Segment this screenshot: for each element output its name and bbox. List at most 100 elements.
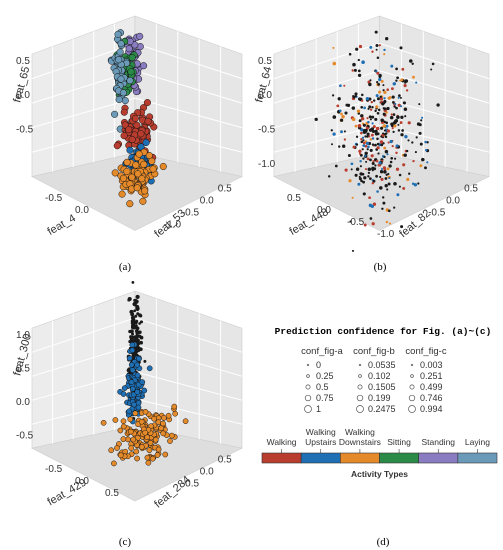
data-point bbox=[128, 173, 136, 181]
data-point bbox=[383, 146, 387, 150]
data-point bbox=[389, 139, 393, 144]
data-point bbox=[383, 48, 386, 52]
data-point bbox=[366, 135, 369, 138]
data-point bbox=[378, 44, 381, 47]
caption-b: (b) bbox=[374, 261, 387, 273]
data-point bbox=[395, 144, 399, 148]
data-point bbox=[375, 159, 379, 163]
data-point bbox=[378, 77, 382, 82]
data-point bbox=[398, 173, 402, 177]
data-point bbox=[332, 46, 335, 49]
data-point bbox=[331, 143, 333, 146]
data-point bbox=[355, 167, 360, 171]
x-tick-label: 0.0 bbox=[75, 476, 89, 487]
activity-label: Upstairs bbox=[305, 437, 336, 447]
data-point bbox=[133, 448, 140, 455]
data-point bbox=[128, 362, 135, 368]
legend-size-marker bbox=[356, 394, 364, 402]
data-point bbox=[372, 179, 376, 183]
data-point bbox=[171, 403, 178, 410]
data-point bbox=[364, 135, 367, 138]
data-point bbox=[375, 126, 380, 131]
data-point bbox=[407, 121, 411, 125]
z-tick-label: 0.0 bbox=[16, 397, 30, 408]
data-point bbox=[392, 121, 396, 125]
data-point bbox=[127, 428, 134, 435]
data-point bbox=[148, 157, 156, 165]
data-point bbox=[129, 335, 133, 339]
data-point bbox=[131, 401, 137, 408]
legend-value: 0.25 bbox=[316, 371, 334, 381]
data-point bbox=[351, 106, 356, 110]
data-point bbox=[382, 166, 386, 170]
data-point bbox=[383, 107, 387, 111]
data-point bbox=[351, 249, 355, 252]
data-point bbox=[401, 67, 405, 71]
data-point bbox=[120, 108, 128, 116]
z-tick-label: -0.5 bbox=[16, 125, 34, 136]
data-point bbox=[350, 162, 354, 166]
x-tick-label: -0.5 bbox=[45, 193, 63, 204]
legend-value: 0.102 bbox=[368, 371, 391, 381]
data-point bbox=[361, 136, 365, 139]
data-point bbox=[336, 104, 340, 108]
data-point bbox=[373, 167, 377, 171]
x-axis-label: feat_429 bbox=[46, 477, 89, 509]
activity-swatch-walking bbox=[261, 452, 302, 464]
data-point bbox=[137, 130, 145, 138]
data-point bbox=[395, 67, 398, 71]
data-point bbox=[346, 103, 351, 108]
data-point bbox=[376, 137, 379, 141]
activity-swatch-laying bbox=[457, 452, 498, 464]
data-point bbox=[363, 176, 367, 180]
activity-swatch-walking-downstairs bbox=[340, 452, 380, 464]
legend-size-marker bbox=[304, 394, 312, 402]
data-point bbox=[138, 322, 141, 325]
data-point bbox=[395, 167, 400, 171]
data-point bbox=[406, 177, 410, 182]
data-point bbox=[371, 143, 375, 146]
data-point bbox=[378, 75, 382, 79]
data-point bbox=[128, 340, 132, 344]
legend-value: 0.75 bbox=[316, 393, 334, 403]
data-point bbox=[120, 391, 127, 397]
data-point bbox=[356, 109, 361, 113]
data-point bbox=[360, 114, 364, 118]
data-point bbox=[361, 148, 364, 151]
legend-size-marker bbox=[357, 384, 363, 390]
data-point bbox=[111, 460, 117, 467]
z-tick-label: 0.0 bbox=[16, 90, 30, 101]
data-point bbox=[383, 97, 386, 100]
data-point bbox=[360, 105, 364, 109]
data-point bbox=[357, 112, 361, 115]
data-point bbox=[391, 87, 394, 91]
data-point bbox=[155, 446, 162, 453]
data-point bbox=[133, 309, 137, 313]
data-point bbox=[399, 96, 402, 99]
legend-value: 1 bbox=[316, 404, 321, 414]
data-point bbox=[374, 164, 377, 167]
legend-value: 0.5 bbox=[316, 382, 329, 392]
data-point bbox=[138, 334, 142, 338]
data-point bbox=[376, 97, 380, 101]
data-point bbox=[129, 367, 136, 374]
data-point bbox=[158, 425, 165, 432]
data-point bbox=[139, 320, 144, 324]
data-point bbox=[121, 385, 128, 391]
data-point bbox=[121, 121, 129, 129]
activity-label: Laying bbox=[465, 437, 490, 447]
data-point bbox=[358, 97, 362, 101]
data-point bbox=[382, 89, 385, 92]
data-point bbox=[135, 404, 142, 411]
data-point bbox=[367, 175, 370, 178]
data-point bbox=[363, 223, 367, 227]
data-point bbox=[351, 69, 354, 72]
data-point bbox=[379, 140, 384, 144]
legend-size-marker bbox=[358, 374, 362, 378]
data-point bbox=[376, 132, 380, 136]
data-point bbox=[134, 372, 141, 379]
x-tick-label: -0.5 bbox=[45, 464, 63, 475]
data-point bbox=[350, 168, 353, 171]
confidence-legend: Prediction confidence for Fig. (a)~(c) co… bbox=[275, 326, 492, 414]
